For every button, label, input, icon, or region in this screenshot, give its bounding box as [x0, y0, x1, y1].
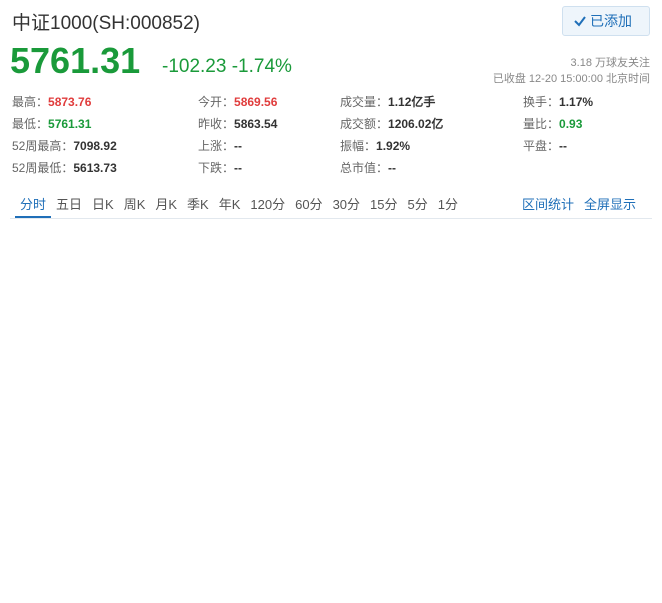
stat: 量比：0.93	[523, 115, 582, 132]
change: -102.23 -1.74%	[162, 56, 292, 78]
chart	[0, 186, 662, 603]
tab[interactable]: 年K	[218, 197, 241, 212]
stat-label: 52周最低：	[12, 161, 74, 175]
stat: 52周最低：5613.73	[12, 159, 117, 176]
check-icon: 雪球最新:5761.31 -102.23 -1.74%5965.775940.2…	[574, 16, 662, 427]
stat-label: 成交量：	[340, 95, 389, 109]
stat: 上涨：--	[198, 137, 242, 154]
tab[interactable]: 日K	[92, 197, 114, 212]
stat-value: 5873.76	[48, 95, 92, 109]
stat-value: 1.92%	[376, 139, 411, 153]
tab[interactable]: 5分	[407, 197, 428, 212]
tab[interactable]: 分时	[15, 194, 52, 218]
stat-label: 昨收：	[198, 117, 235, 131]
stat-label: 换手：	[523, 95, 560, 109]
tab-link[interactable]: 区间统计	[521, 197, 574, 212]
stat: 最低：5761.31	[12, 115, 91, 132]
follow-button[interactable]: 雪球最新:5761.31 -102.23 -1.74%5965.775940.2…	[562, 6, 662, 427]
stat: 最高：5873.76	[12, 93, 91, 110]
stat-label: 最高：	[12, 95, 49, 109]
stat-value: 5869.56	[234, 95, 278, 109]
stat-label: 平盘：	[523, 139, 560, 153]
stat-label: 今开：	[198, 95, 235, 109]
followers: 3.18 万球友关注	[570, 57, 650, 69]
stat-label: 成交额：	[340, 117, 389, 131]
price: 5761.31	[10, 40, 141, 81]
tab[interactable]: 月K	[155, 197, 178, 212]
tab-link[interactable]: 全屏显示	[583, 197, 636, 212]
stat-label: 52周最高：	[12, 139, 74, 153]
stat: 振幅：1.92%	[340, 137, 410, 154]
stat-value: 5613.73	[73, 161, 117, 175]
tabs: 分时 五日 日K 周K 月K 季K 年K 120分 60分 30分 15分 5分 1分 区间统计 全屏显示	[10, 194, 652, 219]
status: 已收盘 12-20 15:00:00 北京时间	[492, 73, 650, 85]
stat-label: 振幅：	[340, 139, 377, 153]
stat: 成交额：1206.02亿	[340, 115, 443, 132]
stat: 下跌：--	[198, 159, 242, 176]
stat-label: 上涨：	[198, 139, 235, 153]
follow-label: 已添加	[590, 13, 632, 29]
stat-label: 最低：	[12, 117, 49, 131]
stat-value: --	[234, 161, 243, 175]
stat-value: 5761.31	[48, 117, 92, 131]
title: 中证1000(SH:000852)	[12, 13, 200, 34]
tab[interactable]: 60分	[295, 197, 323, 212]
tab[interactable]: 15分	[370, 197, 398, 212]
stat-value: 0.93	[559, 117, 583, 131]
stat: 今开：5869.56	[198, 93, 277, 110]
stat-label: 总市值：	[340, 161, 389, 175]
stat-value: --	[559, 139, 568, 153]
stat-value: --	[388, 161, 397, 175]
tab[interactable]: 五日	[56, 197, 83, 212]
stat: 换手：1.17%	[523, 93, 593, 110]
stat: 52周最高：7098.92	[12, 137, 117, 154]
stat: 总市值：--	[340, 159, 396, 176]
stat-value: 7098.92	[73, 139, 117, 153]
stat: 成交量：1.12亿手	[340, 93, 435, 110]
stat: 昨收：5863.54	[198, 115, 277, 132]
change-pct: -1.74%	[231, 56, 292, 77]
tab[interactable]: 30分	[332, 197, 361, 212]
stat-label: 下跌：	[198, 161, 235, 175]
stat-value: --	[234, 139, 243, 153]
stat-value: 1.17%	[559, 95, 594, 109]
tab[interactable]: 季K	[187, 197, 209, 212]
stat-value: 1.12亿手	[388, 95, 436, 109]
stat-value: 1206.02亿	[388, 117, 444, 131]
tab[interactable]: 1分	[437, 197, 458, 212]
change-value: -102.23	[162, 56, 227, 77]
tab[interactable]: 周K	[123, 197, 146, 212]
stat: 平盘：--	[523, 137, 567, 154]
tab[interactable]: 120分	[250, 197, 286, 212]
stat-label: 量比：	[523, 117, 560, 131]
stat-value: 5863.54	[234, 117, 278, 131]
